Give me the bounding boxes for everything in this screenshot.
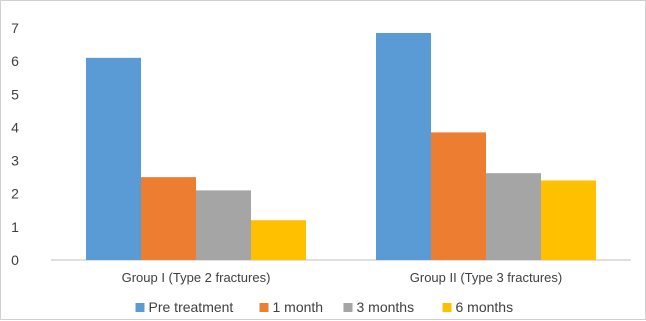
- category-label: Group I (Type 2 fractures): [122, 270, 271, 285]
- category-label: Group II (Type 3 fractures): [410, 270, 562, 285]
- legend: Pre treatment 1 month 3 months 6 months: [135, 299, 514, 315]
- legend-label: 3 months: [357, 299, 415, 315]
- legend-label: 6 months: [456, 299, 514, 315]
- bar: [141, 177, 196, 260]
- y-tick-label: 5: [11, 86, 19, 102]
- y-tick-label: 2: [11, 186, 19, 202]
- y-tick-label: 0: [11, 252, 19, 268]
- y-tick-label: 4: [11, 119, 19, 135]
- y-tick-label: 7: [11, 20, 19, 36]
- bar: [486, 173, 541, 260]
- legend-swatch: [135, 303, 145, 312]
- y-axis-ticks: 0 1 2 3 4 5 6 7: [11, 20, 19, 268]
- bar: [251, 220, 306, 260]
- y-tick-label: 1: [11, 219, 19, 235]
- legend-swatch: [343, 303, 353, 312]
- bar: [196, 190, 251, 260]
- bar: [376, 32, 431, 260]
- legend-label: Pre treatment: [149, 299, 234, 315]
- x-axis-labels: Group I (Type 2 fractures) Group II (Type…: [122, 270, 563, 285]
- legend-label: 1 month: [273, 299, 324, 315]
- y-tick-label: 3: [11, 153, 19, 169]
- legend-swatch: [259, 303, 269, 312]
- y-tick-label: 6: [11, 53, 19, 69]
- bar: [431, 132, 486, 260]
- bar: [86, 57, 141, 261]
- legend-swatch: [442, 303, 452, 312]
- bars: [86, 32, 596, 261]
- bar: [541, 180, 596, 260]
